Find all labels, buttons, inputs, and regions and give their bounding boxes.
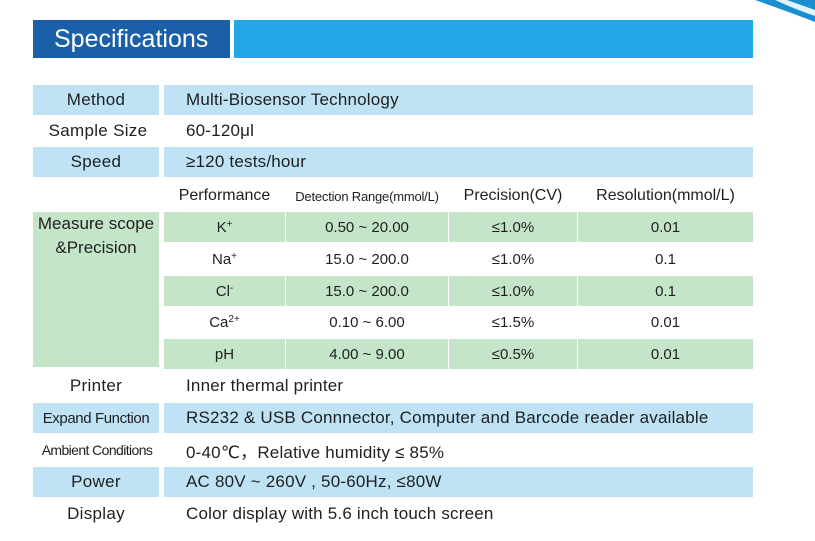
measure-scope-line2: &Precision: [55, 238, 137, 257]
expand-function-value: RS232 & USB Connnector, Computer and Bar…: [164, 403, 753, 433]
detection-range-cell: 15.0 ~ 200.0: [325, 250, 409, 268]
printer-label: Printer: [69, 376, 123, 395]
header-performance: Performance: [178, 187, 271, 204]
detection-range-cell: 15.0 ~ 200.0: [286, 276, 448, 306]
header-resolution: Resolution(mmol/L): [596, 187, 735, 204]
table-row-item: Ca 2+: [209, 313, 240, 331]
item-name: Ca: [209, 313, 229, 331]
resolution-cell: 0.01: [578, 339, 753, 369]
resolution-cell: 0.01: [650, 313, 681, 331]
ambient-conditions-label: Ambient Conditions: [41, 442, 153, 458]
display-value: Color display with 5.6 inch touch screen: [186, 504, 494, 523]
speed-value: ≥120 tests/hour: [164, 147, 753, 177]
precision-cell: ≤1.0%: [449, 212, 577, 242]
detection-range-cell: 0.50 ~ 20.00: [286, 212, 448, 242]
measure-scope-line1: Measure scope: [37, 214, 155, 233]
table-row-item: K +: [164, 212, 285, 242]
table-row-item: pH: [164, 339, 285, 369]
item-name: K: [216, 218, 227, 236]
table-row-item: Na +: [211, 250, 238, 268]
sample-size-label: Sample Size: [48, 121, 148, 140]
resolution-cell: 0.1: [655, 250, 676, 268]
detection-range-cell: 0.10 ~ 6.00: [329, 313, 405, 331]
table-row-item: Cl -: [164, 276, 285, 306]
corner-decoration: [735, 0, 815, 30]
detection-range-cell: 4.00 ~ 9.00: [286, 339, 448, 369]
power-value: AC 80V ~ 260V , 50-60Hz, ≤80W: [164, 467, 753, 497]
header-precision: Precision(CV): [463, 187, 563, 204]
method-value: Multi-Biosensor Technology: [164, 85, 753, 115]
item-name: Na: [211, 250, 232, 268]
power-label: Power: [33, 467, 159, 497]
item-name: Cl: [215, 282, 230, 300]
display-label: Display: [67, 504, 125, 523]
item-name: pH: [214, 345, 235, 363]
resolution-cell: 0.01: [578, 212, 753, 242]
title-bar: [234, 20, 753, 58]
page-title: Specifications: [33, 20, 230, 58]
header-detection-range: Detection Range(mmol/L): [295, 188, 439, 204]
precision-cell: ≤1.0%: [449, 276, 577, 306]
expand-function-label: Expand Function: [33, 403, 159, 433]
resolution-cell: 0.1: [578, 276, 753, 306]
speed-label: Speed: [33, 147, 159, 177]
precision-cell: ≤1.5%: [491, 313, 535, 331]
precision-cell: ≤0.5%: [449, 339, 577, 369]
sample-size-value: 60-120μl: [186, 121, 255, 140]
method-label: Method: [33, 85, 159, 115]
ambient-conditions-value: 0-40℃，Relative humidity ≤ 85%: [186, 442, 445, 462]
measure-scope-label: Measure scope &Precision: [33, 212, 159, 367]
printer-value: Inner thermal printer: [186, 376, 344, 395]
precision-cell: ≤1.0%: [491, 250, 535, 268]
